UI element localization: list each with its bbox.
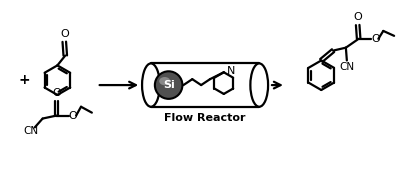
Text: O: O xyxy=(52,88,61,98)
Ellipse shape xyxy=(250,63,268,107)
Ellipse shape xyxy=(142,63,160,107)
Text: Flow Reactor: Flow Reactor xyxy=(164,113,246,123)
Text: Si: Si xyxy=(163,80,175,90)
Ellipse shape xyxy=(159,77,170,85)
Ellipse shape xyxy=(155,71,182,99)
Text: N: N xyxy=(227,66,235,76)
Bar xyxy=(151,63,259,107)
Text: O: O xyxy=(69,111,78,121)
Text: CN: CN xyxy=(23,126,38,136)
Text: CN: CN xyxy=(339,62,354,72)
Text: +: + xyxy=(18,73,30,87)
Text: O: O xyxy=(371,34,380,44)
Text: O: O xyxy=(353,12,362,22)
Text: O: O xyxy=(60,29,68,39)
